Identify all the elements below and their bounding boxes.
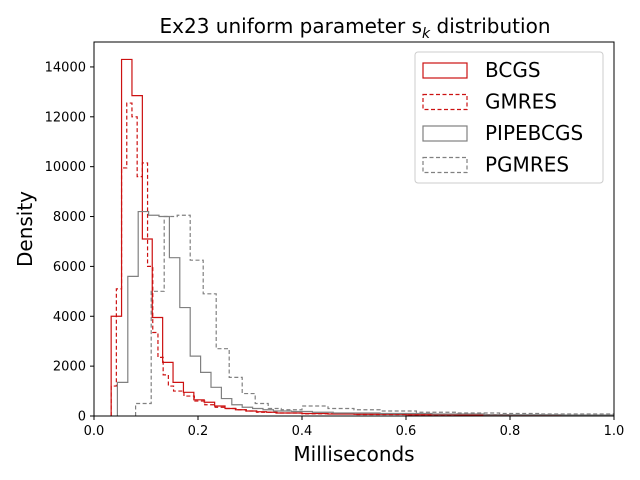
legend-swatch [422,125,468,142]
legend-label: BCGS [485,58,541,82]
legend-label: PIPEBCGS [485,121,583,145]
x-tick-label: 0.2 [188,424,209,439]
y-axis-ticks: 0 2000 4000 6000 8000 10000 12000 14000 [45,60,94,425]
legend-label: GMRES [485,90,557,114]
plot-frame [93,41,615,417]
x-axis-ticks: 0.0 0.2 0.4 0.6 0.8 1.0 [84,416,625,439]
series-step-line [116,210,614,416]
x-tick-label: 0.6 [396,424,417,439]
x-tick-label: 0.0 [84,424,105,439]
series-pipebcgs [116,210,614,416]
chart-title-suffix: distribution [430,14,550,38]
legend-label: PGMRES [485,153,569,177]
x-tick-label: 1.0 [604,424,625,439]
legend-swatch [422,93,468,111]
legend-swatch [422,156,468,174]
y-tick-label: 4000 [53,310,86,325]
series-layer [110,58,614,416]
y-tick-label: 6000 [53,260,86,275]
chart-title-subscript: k [422,26,431,42]
series-pgmres [135,214,614,416]
series-gmres [110,102,614,416]
x-tick-label: 0.8 [500,424,521,439]
x-tick-label: 0.4 [292,424,313,439]
y-axis-label: Density [13,191,37,267]
x-axis-label: Milliseconds [293,442,414,466]
y-tick-label: 0 [78,410,86,425]
y-tick-label: 8000 [53,210,86,225]
y-tick-label: 10000 [45,160,86,175]
chart-title-main: Ex23 uniform parameter s [160,14,423,38]
series-bcgs [110,58,614,416]
y-tick-label: 2000 [53,360,86,375]
series-step-line [110,102,614,416]
chart-title: Ex23 uniform parameter sk distribution [160,14,551,42]
series-step-line [110,58,614,416]
series-step-line [135,214,614,416]
y-tick-label: 12000 [45,110,86,125]
legend: BCGS GMRES PIPEBCGS PGMRES [414,51,604,184]
y-tick-label: 14000 [45,60,86,75]
legend-swatch [422,62,468,79]
legend-box [414,51,604,184]
